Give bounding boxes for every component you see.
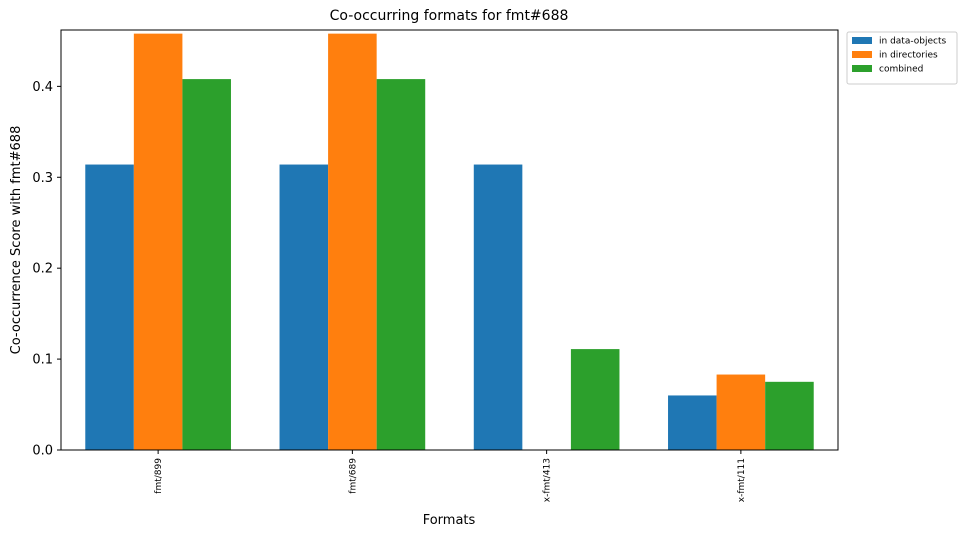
y-tick-label: 0.2 [32, 262, 53, 277]
bar-x-fmt-111-in-directories [716, 374, 766, 450]
chart-title: Co-occurring formats for fmt#688 [330, 8, 569, 24]
legend-swatch [852, 51, 872, 58]
legend-swatch [852, 37, 872, 44]
bar-fmt-899-in-data-objects [85, 164, 134, 450]
y-axis-label: Co-occurrence Score with fmt#688 [9, 126, 24, 355]
legend-swatch [852, 65, 872, 72]
bar-fmt-689-combined [376, 79, 426, 450]
y-tick-label: 0.4 [32, 80, 53, 95]
y-tick-label: 0.3 [32, 171, 53, 186]
bar-x-fmt-413-in-data-objects [473, 164, 523, 450]
legend-label: in data-objects [879, 37, 946, 47]
bar-x-fmt-111-in-data-objects [668, 395, 717, 450]
bars-group [85, 33, 814, 451]
plot-frame [60, 29, 839, 451]
x-axis: fmt/899 fmt/689 x-fmt/413 x-fmt/111 [154, 450, 747, 502]
bar-fmt-899-in-directories [133, 33, 183, 451]
legend-box [846, 31, 958, 85]
bar-fmt-689-in-data-objects [279, 164, 329, 450]
bar-fmt-689-in-directories [328, 33, 377, 451]
bar-x-fmt-413-combined [570, 349, 620, 450]
y-tick-label: 0.1 [32, 353, 53, 368]
bar-fmt-899-combined [182, 79, 231, 450]
y-tick-label: 0.0 [32, 444, 53, 459]
legend-label: combined [879, 65, 923, 75]
x-tick-label: x-fmt/413 [543, 458, 553, 502]
bar-x-fmt-111-combined [765, 381, 814, 450]
legend: in data-objects in directories combined [846, 31, 958, 85]
x-axis-label: Formats [423, 513, 476, 528]
legend-label: in directories [879, 51, 938, 61]
x-tick-label: fmt/899 [154, 458, 164, 494]
x-tick-label: fmt/689 [348, 458, 358, 494]
x-tick-label: x-fmt/111 [737, 458, 747, 502]
y-axis: 0.0 0.1 0.2 0.3 0.4 [32, 80, 61, 459]
